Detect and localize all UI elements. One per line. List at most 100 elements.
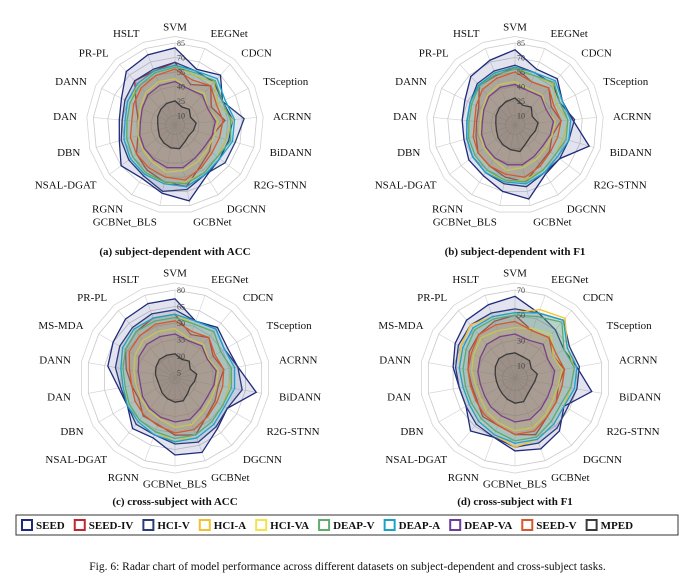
- axis-spoke: [438, 333, 516, 379]
- axis-label: SVM: [503, 22, 527, 34]
- axis-spoke: [514, 48, 545, 126]
- tick-label: 40: [517, 82, 525, 91]
- axis-label: GCBNet_BLS: [433, 217, 497, 229]
- axis-label: GCBNet: [551, 472, 590, 484]
- legend-item: HCI-VA: [255, 519, 309, 532]
- axis-label: DAN: [53, 111, 77, 123]
- axis-label: HSLT: [112, 274, 139, 286]
- axis-label: NSAL-DGAT: [45, 454, 107, 466]
- axis-label: HSLT: [113, 28, 140, 40]
- outer-ring: [86, 36, 264, 213]
- grid-ring: [490, 100, 540, 150]
- legend-label: HCI-V: [157, 520, 189, 532]
- tick-label: 50: [177, 319, 185, 328]
- legend-swatch: [521, 519, 534, 531]
- axis-label: GCBNet_BLS: [483, 479, 547, 491]
- axis-spoke: [449, 124, 516, 175]
- axis-spoke: [98, 377, 176, 423]
- axis-label: GCBNet: [193, 217, 232, 229]
- axis-label: DANN: [55, 76, 87, 88]
- axis-label: NSAL-DGAT: [35, 179, 97, 191]
- legend-item: HCI-A: [198, 519, 246, 532]
- axis-label: RGNN: [432, 204, 463, 216]
- axis-spoke: [174, 377, 252, 423]
- axis-label: TSception: [266, 320, 312, 332]
- axis-label: CDCN: [581, 47, 612, 59]
- tick-label: 80: [177, 286, 185, 295]
- series-deap-va: [480, 83, 555, 166]
- grid-ring: [107, 57, 243, 192]
- tick-label: 85: [177, 39, 185, 48]
- tick-label: 20: [177, 352, 185, 361]
- legend-item: DEAP-V: [318, 519, 375, 532]
- axis-label: PR-PL: [419, 47, 449, 59]
- axis-label: EEGNet: [211, 28, 248, 40]
- grid-ring: [136, 86, 214, 164]
- tick-label: 25: [517, 97, 525, 106]
- tick-label: 50: [517, 311, 525, 320]
- tick-label: 30: [517, 336, 525, 345]
- legend-label: HCI-A: [214, 520, 246, 532]
- legend-swatch: [142, 519, 155, 531]
- axis-label: NSAL-DGAT: [375, 179, 437, 191]
- radar-chart-3: 5 20 35 50 65 80 SVM EEGNet CDCN TSception ACRNN Bi…: [38, 267, 321, 508]
- legend-label: HCI-VA: [270, 520, 309, 532]
- axis-spoke: [93, 117, 176, 126]
- axis-spoke: [174, 124, 219, 195]
- legend-swatch: [21, 519, 33, 531]
- tick-label: 40: [177, 82, 185, 91]
- axis-label: BiDANN: [279, 391, 321, 403]
- series-deap-a: [458, 311, 578, 445]
- axis-spoke: [118, 377, 176, 446]
- legend-swatch: [73, 519, 86, 531]
- axis-label: SVM: [503, 267, 527, 279]
- outer-ring: [81, 282, 269, 474]
- legend-swatch: [449, 519, 462, 531]
- legend-label: DEAP-A: [399, 520, 441, 532]
- axis-spoke: [145, 48, 176, 126]
- axis-label: DBN: [400, 426, 423, 438]
- legend-item: SEED: [21, 519, 65, 532]
- axis-label: HSLT: [452, 274, 479, 286]
- axis-label: R2G-STNN: [606, 426, 659, 438]
- series-mped: [495, 97, 539, 153]
- axis-label: GCBNet_BLS: [143, 479, 207, 491]
- axis-label: GCBNet: [533, 217, 572, 229]
- series-mped: [154, 353, 198, 403]
- axis-label: EEGNet: [211, 274, 248, 286]
- series-mped: [157, 100, 197, 150]
- tick-label: 10: [517, 361, 525, 370]
- axis-label: DGCNN: [567, 204, 606, 216]
- axis-label: DGCNN: [583, 454, 622, 466]
- series-hci-va: [471, 327, 563, 432]
- axis-label: DBN: [397, 147, 420, 159]
- axis-label: CDCN: [243, 292, 274, 304]
- axis-spoke: [514, 377, 572, 446]
- axis-spoke: [159, 124, 176, 206]
- axis-spoke: [174, 124, 191, 206]
- series-seed-v: [467, 320, 566, 436]
- grid-ring: [432, 42, 598, 207]
- subplot-title: (b) subject-dependent with F1: [445, 246, 586, 258]
- grid-ring: [476, 86, 554, 164]
- axis-label: R2G-STNN: [254, 179, 307, 191]
- axis-label: EEGNet: [551, 28, 588, 40]
- legend-label: SEED-V: [536, 520, 576, 532]
- grid-ring: [504, 114, 526, 135]
- axis-spoke: [88, 362, 176, 379]
- tick-label: 55: [517, 68, 525, 77]
- tick-label: 5: [177, 369, 181, 378]
- axis-label: DANN: [39, 355, 71, 367]
- axis-label: TSception: [263, 76, 309, 88]
- axis-spoke: [514, 124, 594, 148]
- axis-label: NSAL-DGAT: [385, 454, 447, 466]
- tick-label: 35: [177, 336, 185, 345]
- tick-label: 25: [177, 97, 185, 106]
- legend-box: [15, 514, 679, 536]
- tick-label: 10: [517, 111, 525, 120]
- axis-label: RGNN: [448, 472, 479, 484]
- axis-spoke: [514, 362, 602, 379]
- axis-label: ACRNN: [619, 355, 658, 367]
- axis-label: DANN: [395, 76, 427, 88]
- axis-label: TSception: [603, 76, 649, 88]
